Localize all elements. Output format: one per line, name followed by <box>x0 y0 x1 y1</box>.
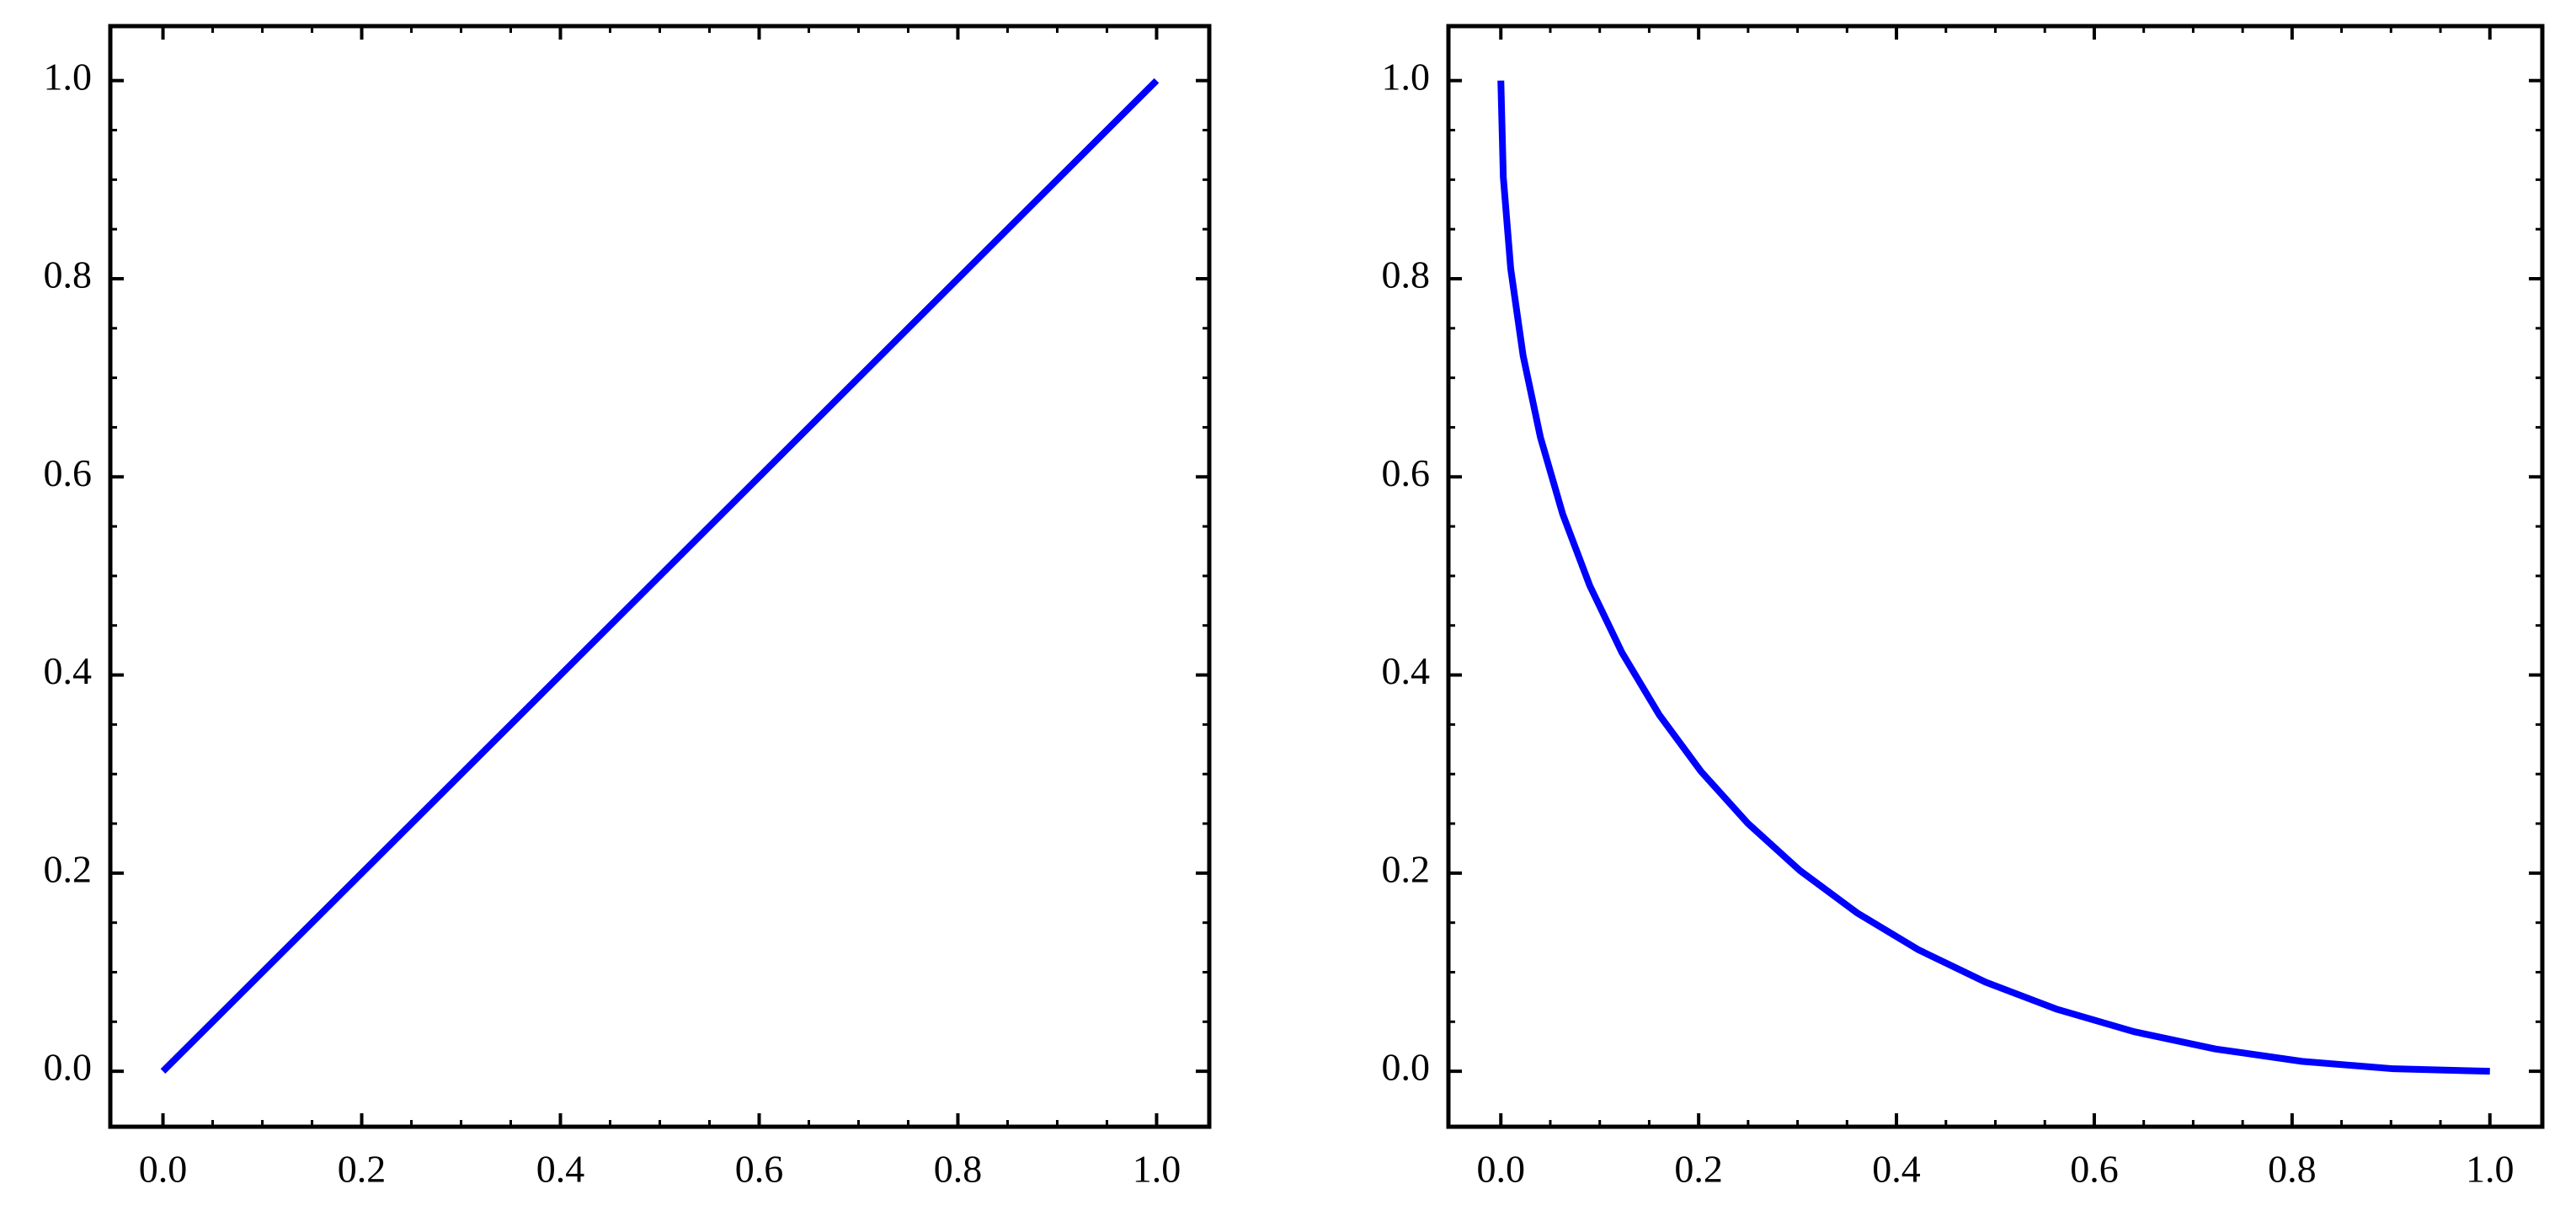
data-line <box>1497 80 2490 1075</box>
y-tick-label: 0.8 <box>1382 253 1431 296</box>
x-tick-label: 0.6 <box>735 1148 784 1191</box>
x-tick-label: 1.0 <box>1133 1148 1181 1191</box>
x-tick-label: 0.6 <box>2070 1148 2119 1191</box>
x-tick-label: 0.8 <box>2268 1148 2317 1191</box>
y-tick-label: 0.0 <box>44 1046 93 1089</box>
x-tick-label: 0.2 <box>1674 1148 1723 1191</box>
y-tick-label: 0.6 <box>44 451 93 494</box>
y-tick-label: 0.8 <box>44 253 93 296</box>
y-tick-label: 0.6 <box>1382 451 1431 494</box>
x-tick-label: 0.8 <box>934 1148 983 1191</box>
x-tick-label: 0.4 <box>536 1148 585 1191</box>
x-tick-label: 0.4 <box>1872 1148 1921 1191</box>
y-tick-label: 0.0 <box>1382 1046 1431 1089</box>
data-line <box>160 77 1160 1074</box>
y-tick-label: 0.2 <box>1382 847 1431 890</box>
x-tick-label: 0.0 <box>139 1148 188 1191</box>
plot-frame <box>108 24 1212 1129</box>
y-tick-label: 0.4 <box>1382 649 1431 692</box>
x-tick-label: 1.0 <box>2466 1148 2515 1191</box>
y-tick-label: 0.4 <box>44 649 93 692</box>
x-tick-label: 0.2 <box>338 1148 387 1191</box>
x-tick-label: 0.0 <box>1476 1148 1525 1191</box>
y-tick-label: 1.0 <box>44 55 93 98</box>
y-tick-label: 1.0 <box>1382 55 1431 98</box>
y-tick-label: 0.2 <box>44 847 93 890</box>
plot-frame <box>1446 24 2545 1129</box>
